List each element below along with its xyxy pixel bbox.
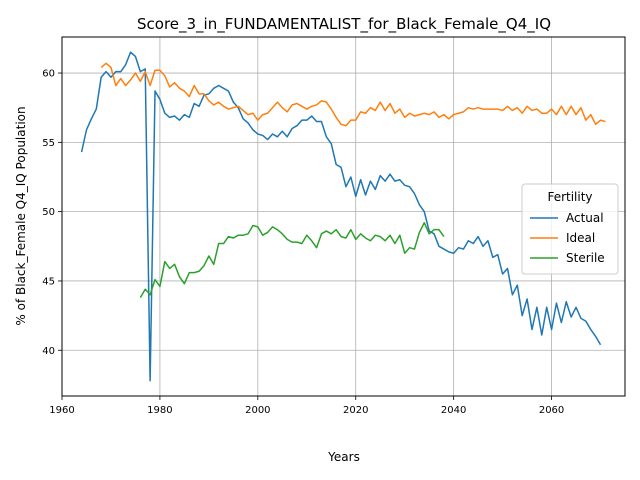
plot-frame [61, 36, 626, 397]
y-axis-label: % of Black_Female Q4_IQ Population [14, 106, 28, 325]
x-tick-label: 2060 [539, 405, 564, 416]
y-axis-ticks: 40 45 50 55 60 [42, 69, 62, 357]
x-axis-ticks: 1960 1980 2000 2020 2040 2060 [49, 396, 564, 416]
legend-items: Actual Ideal Sterile [530, 211, 605, 265]
y-tick-label: 60 [42, 69, 55, 80]
legend-title: Fertility [547, 190, 592, 204]
x-tick-label: 2000 [245, 405, 270, 416]
x-tick-label: 2040 [441, 405, 466, 416]
series-line-sterile [139, 221, 445, 298]
x-tick-label: 2020 [343, 405, 368, 416]
y-tick-label: 50 [42, 207, 55, 218]
series-line-actual [80, 51, 602, 382]
legend-box [521, 183, 619, 275]
legend: Fertility Actual Ideal Sterile [521, 183, 619, 275]
legend-label-sterile: Sterile [566, 251, 605, 265]
x-axis-label: Years [327, 450, 360, 464]
y-tick-label: 45 [42, 276, 55, 287]
series-line-ideal [100, 62, 606, 127]
legend-label-ideal: Ideal [566, 231, 595, 245]
y-tick-label: 40 [42, 346, 55, 357]
x-tick-label: 1960 [49, 405, 74, 416]
series-lines [80, 51, 606, 382]
chart-title: Score_3_in_FUNDAMENTALIST_for_Black_Fema… [137, 15, 551, 34]
x-tick-label: 1980 [147, 405, 172, 416]
legend-label-actual: Actual [566, 211, 604, 225]
y-tick-label: 55 [42, 138, 55, 149]
